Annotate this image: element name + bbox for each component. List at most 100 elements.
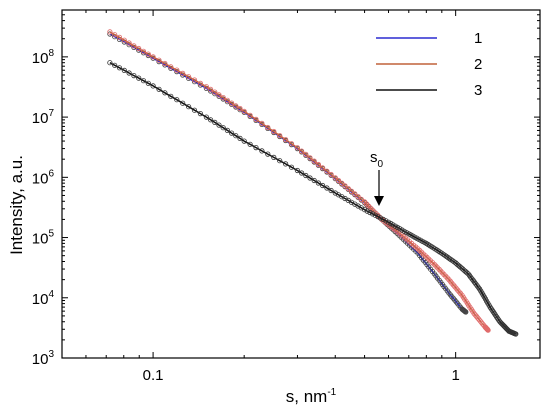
- data-point: [311, 158, 317, 164]
- data-point: [282, 161, 289, 167]
- data-point: [328, 171, 334, 178]
- y-tick-label-exponent: 8: [48, 48, 54, 59]
- annotation-s: s: [370, 149, 378, 166]
- data-point: [450, 282, 456, 288]
- data-point: [162, 90, 168, 96]
- data-point: [383, 218, 389, 224]
- y-tick-label-base: 10: [32, 231, 49, 248]
- x-axis-title: s, nm-1: [286, 387, 337, 406]
- data-point: [471, 310, 477, 316]
- data-point: [112, 32, 118, 38]
- x-tick-label: 1: [451, 367, 459, 384]
- data-point: [358, 196, 364, 202]
- data-point: [233, 133, 239, 139]
- data-point: [186, 104, 192, 110]
- plot-area-border: [61, 9, 541, 359]
- data-point: [253, 116, 259, 123]
- data-point: [203, 84, 209, 90]
- data-point: [265, 151, 271, 157]
- y-tick-label-base: 10: [32, 170, 49, 187]
- data-point: [197, 80, 203, 87]
- data-point: [433, 263, 439, 269]
- data-point: [444, 275, 450, 281]
- data-point: [156, 86, 162, 92]
- legend-label-2: 2: [474, 56, 482, 73]
- data-point: [191, 77, 198, 83]
- data-point: [208, 86, 214, 93]
- data-point: [288, 141, 295, 147]
- data-point: [116, 65, 123, 71]
- series-line-3: [109, 62, 517, 335]
- data-point: [463, 309, 469, 315]
- data-point: [162, 60, 168, 67]
- data-point: [136, 45, 142, 52]
- y-tick-label-exponent: 6: [48, 168, 54, 179]
- y-tick-label-exponent: 7: [48, 108, 54, 119]
- data-point: [277, 133, 283, 139]
- data-point: [156, 57, 162, 63]
- data-point: [436, 266, 442, 272]
- data-point: [131, 43, 137, 49]
- data-point: [449, 293, 455, 300]
- data-point: [367, 209, 373, 216]
- data-point: [513, 331, 519, 337]
- data-point: [369, 211, 376, 217]
- data-point: [220, 95, 226, 101]
- data-point: [372, 212, 378, 218]
- data-point: [150, 54, 156, 60]
- data-point: [271, 128, 277, 135]
- data-point: [335, 177, 342, 184]
- data-point: [479, 321, 486, 327]
- legend-item-1: 1: [376, 30, 482, 47]
- data-point: [456, 289, 462, 295]
- data-point: [168, 93, 174, 99]
- data-point: [443, 273, 449, 279]
- data-point: [126, 40, 132, 46]
- series-3: [107, 60, 519, 337]
- data-point: [241, 108, 247, 114]
- data-point: [464, 269, 470, 276]
- data-point: [277, 158, 283, 164]
- data-point: [319, 165, 326, 171]
- data-point: [282, 137, 289, 143]
- data-point: [332, 175, 338, 181]
- data-point: [224, 127, 230, 133]
- series-1: [107, 31, 469, 315]
- legend-item-2: 2: [376, 56, 482, 73]
- data-point: [439, 270, 445, 276]
- data-point: [361, 207, 368, 213]
- data-point: [348, 188, 355, 194]
- data-point: [259, 120, 265, 127]
- data-point: [342, 183, 348, 189]
- data-point: [126, 70, 132, 76]
- series-2: [107, 29, 491, 333]
- data-point: [186, 74, 192, 80]
- data-point: [212, 89, 218, 95]
- data-point: [168, 64, 174, 70]
- data-point: [174, 97, 180, 103]
- data-point: [203, 114, 209, 120]
- series-line-1: [109, 33, 467, 313]
- x-axis-title-exponent: -1: [327, 387, 336, 398]
- series-layer: [107, 29, 519, 337]
- y-tick-label: 107: [32, 108, 55, 127]
- data-point: [145, 80, 151, 86]
- data-point: [220, 125, 226, 131]
- data-point: [145, 51, 151, 57]
- annotation-s0: s0: [370, 149, 384, 206]
- data-point: [294, 167, 300, 174]
- data-point: [339, 180, 345, 186]
- data-point: [478, 319, 484, 325]
- data-point: [216, 92, 222, 98]
- annotation-arrow-head: [374, 196, 384, 206]
- y-tick-label-base: 10: [32, 351, 49, 368]
- data-point: [298, 148, 305, 154]
- annotation-label: s0: [370, 149, 384, 170]
- data-point: [352, 191, 358, 197]
- y-axis-title: Intensity, a.u.: [7, 155, 26, 255]
- data-point: [116, 34, 123, 41]
- data-point: [485, 327, 491, 333]
- data-point: [131, 73, 137, 79]
